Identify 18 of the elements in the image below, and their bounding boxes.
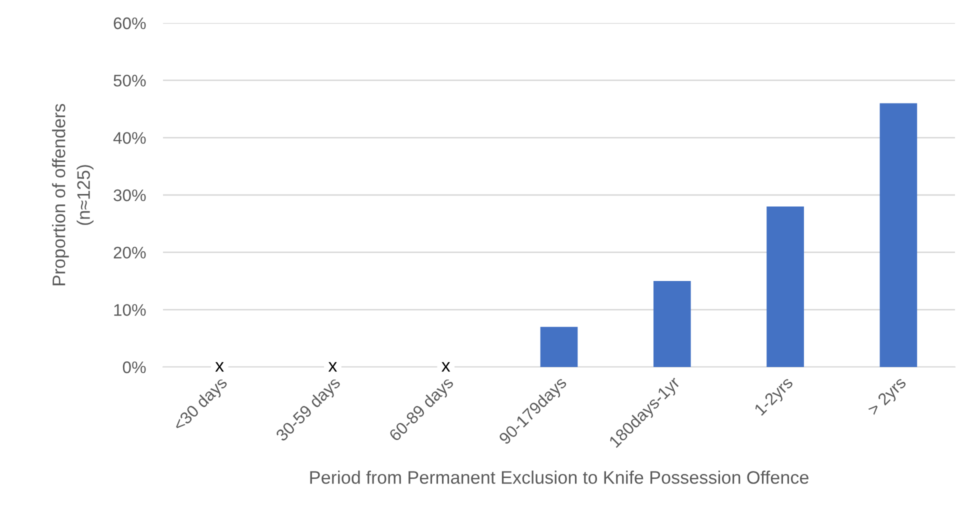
y-axis-title: Proportion of offenders (n≈125) [52,104,94,286]
y-tick-label: 0% [122,361,146,374]
y-tick-label: 10% [114,304,146,316]
bar [766,206,804,367]
x-tick-label: <30 days [172,376,230,434]
y-tick-label: 50% [114,74,146,87]
bar [880,103,918,367]
y-tick-label: 30% [114,189,146,202]
text: x [442,362,450,372]
x-tick-label: > 2yrs [866,376,909,418]
y-tick-label: 20% [114,246,146,259]
text: x [328,362,338,372]
bar [653,281,691,367]
x-axis-title: Period from Permanent Exclusion to Knife Possession Offence [310,470,808,484]
bar [540,326,578,367]
y-tick-label: 40% [113,132,146,144]
text: x [215,362,224,372]
y-tick-label: 60% [114,17,146,30]
